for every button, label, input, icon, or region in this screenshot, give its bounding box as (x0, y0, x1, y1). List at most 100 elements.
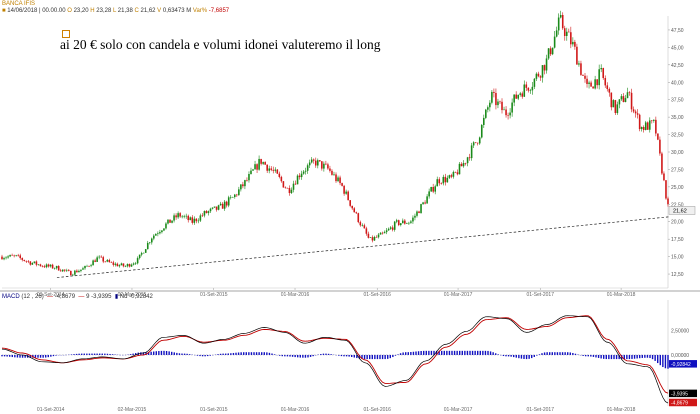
candle-body (132, 263, 135, 265)
macd-histogram-bar (142, 352, 145, 355)
candle-body (319, 160, 321, 162)
candle-body (312, 159, 315, 161)
candle-body (426, 196, 428, 204)
candle-body (367, 233, 370, 238)
date-time: 14/06/2018 | 00.00.00 (7, 8, 66, 14)
macd-histogram-bar (140, 352, 142, 355)
macd-y-tick-label: 0,00000 (671, 353, 689, 359)
candle-body (345, 191, 347, 194)
candle-body (337, 177, 339, 182)
macd-histogram-bar (389, 354, 391, 359)
macd-histogram-bar (37, 354, 39, 358)
candle-body (90, 265, 92, 267)
candle-body (47, 264, 50, 267)
candle-body (223, 201, 226, 209)
candle-body (112, 262, 115, 265)
macd-x-tick-label: 01-Mar-2016 (281, 407, 310, 413)
candle-body (357, 213, 360, 223)
candle-body (395, 220, 398, 222)
macd-histogram-bar (605, 354, 607, 360)
candle-body (521, 93, 524, 97)
last-price-tag (668, 206, 696, 215)
candle-body (124, 266, 127, 267)
macd-histogram-bar (345, 354, 348, 357)
candle-body (252, 169, 254, 171)
candle-body (622, 96, 625, 103)
candle-body (1, 256, 3, 260)
macd-histogram-bar (384, 354, 386, 360)
macd-histogram-bar (230, 353, 232, 355)
candle-body (63, 269, 66, 271)
candle-body (657, 133, 659, 140)
candle-body (642, 127, 645, 130)
candle-body (262, 162, 264, 164)
macd-label: MACD (2, 294, 20, 300)
macd-axis: 01-Set-2014 02-Mar-2015 01-Set-2015 01-Mar-… (37, 328, 697, 413)
signal-value: -3,9395 (91, 294, 112, 300)
macd-histogram-bar (348, 354, 350, 357)
candle-body (13, 255, 15, 257)
macd-histogram-bar (88, 353, 91, 355)
macd-histogram-bar (407, 352, 409, 355)
candle-body (116, 263, 119, 267)
candle-body (606, 85, 609, 90)
chart-annotation[interactable]: ai 20 € solo con candela e volumi idonei… (60, 37, 381, 52)
macd-histogram-bar (402, 352, 404, 355)
candle-body (126, 264, 129, 267)
macd-histogram-bar (595, 354, 597, 358)
candle-body (298, 175, 301, 178)
candle-body (371, 237, 374, 241)
macd-histogram-bar (281, 354, 283, 357)
candle-body (598, 69, 600, 86)
macd-histogram-bar (361, 354, 363, 359)
macd-histogram-bar (471, 350, 474, 355)
macd-histogram-bar (613, 354, 615, 360)
candle-body (59, 270, 62, 272)
candle-body (122, 263, 125, 267)
candle-body (535, 73, 538, 79)
candle-body (163, 228, 165, 231)
macd-histogram-bar (279, 354, 281, 356)
macd-histogram-bar (358, 354, 361, 359)
macd-histogram-bar (525, 354, 528, 360)
candle-body (580, 63, 582, 75)
y-tick-label: 12,50 (671, 272, 684, 278)
candle-body (478, 137, 481, 144)
macd-histogram-bar (325, 353, 327, 355)
price-grid (0, 16, 700, 292)
macd-histogram-bar (600, 354, 602, 359)
macd-x-tick-label: 01-Set-2017 (526, 407, 554, 413)
candle-body (377, 234, 380, 238)
candle-body (207, 211, 210, 214)
candle-body (422, 202, 424, 205)
macd-x-tick-label: 01-Mar-2017 (444, 407, 473, 413)
candle-body (373, 237, 376, 241)
annotation-marker[interactable] (62, 30, 70, 38)
candle-body (86, 265, 88, 267)
candle-body (219, 203, 222, 206)
candle-body (491, 91, 493, 103)
macd-histogram-bar (219, 353, 222, 355)
macd-histogram-bar (590, 354, 592, 357)
candle-body (572, 41, 574, 45)
macd-histogram-bar (662, 354, 664, 368)
candle-body (33, 261, 36, 263)
candle-body (292, 183, 295, 190)
candle-body (361, 225, 364, 226)
candle-body (19, 255, 22, 259)
candle-body (248, 173, 250, 181)
var-label: Var% (192, 8, 208, 14)
macd-histogram-bar (405, 352, 407, 355)
macd-histogram-bar (173, 352, 175, 355)
candle-body (416, 211, 418, 216)
candle-body (270, 168, 273, 170)
macd-histogram-bar (284, 354, 286, 357)
candle-body (242, 184, 244, 187)
macd-histogram-bar (592, 354, 595, 357)
candle-body (250, 170, 252, 174)
candle-body (181, 216, 183, 218)
candle-body (499, 101, 501, 103)
macd-histogram-bar (235, 352, 237, 355)
candle-body (51, 264, 54, 269)
candle-body (294, 183, 297, 185)
